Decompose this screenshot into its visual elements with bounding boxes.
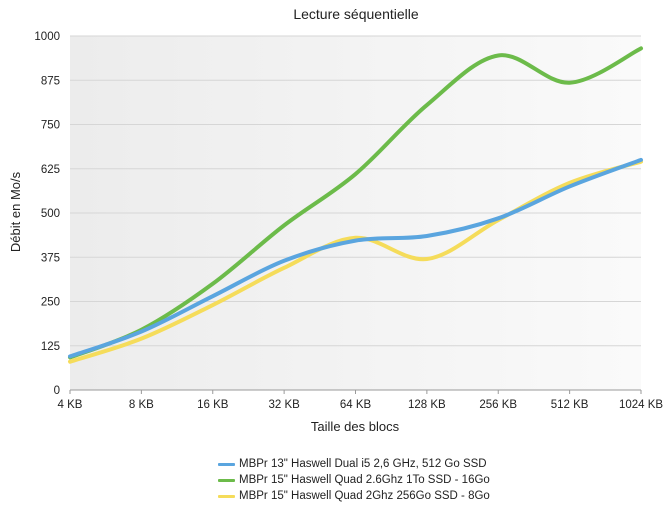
y-tick-label: 1000 — [34, 31, 60, 43]
legend-swatch — [218, 494, 235, 498]
x-axis-ticks: 4 KB 8 KB 16 KB 32 KB 64 KB 128 KB 256 KB 512 K… — [58, 390, 663, 411]
legend-swatch — [218, 478, 235, 482]
y-tick-label: 750 — [41, 120, 60, 132]
y-tick-label: 0 — [54, 385, 60, 397]
legend-label: MBPr 13" Haswell Dual i5 2,6 GHz, 512 Go… — [239, 458, 487, 470]
legend: MBPr 13" Haswell Dual i5 2,6 GHz, 512 Go… — [218, 456, 638, 504]
legend-swatch — [218, 462, 235, 466]
legend-item: MBPr 13" Haswell Dual i5 2,6 GHz, 512 Go… — [218, 456, 638, 472]
y-tick-label: 125 — [41, 341, 60, 353]
y-axis-title: Débit en Mo/s — [8, 171, 23, 252]
x-tick-label: 64 KB — [340, 399, 372, 411]
x-tick-label: 8 KB — [129, 399, 154, 411]
x-tick-label: 32 KB — [268, 399, 300, 411]
gridlines — [70, 35, 641, 391]
y-tick-label: 375 — [41, 252, 60, 264]
series-line-3 — [68, 159, 643, 364]
series-line-1 — [68, 157, 643, 359]
legend-item: MBPr 15" Haswell Quad 2Ghz 256Go SSD - 8… — [218, 488, 638, 504]
series-lines — [68, 46, 643, 364]
x-tick-label: 4 KB — [58, 399, 83, 411]
x-tick-label: 512 KB — [551, 399, 589, 411]
y-axis-ticks: 0 125 250 375 500 625 750 875 1000 — [34, 31, 60, 397]
y-tick-label: 250 — [41, 297, 60, 309]
x-tick-label: 1024 KB — [619, 399, 663, 411]
legend-label: MBPr 15" Haswell Quad 2Ghz 256Go SSD - 8… — [239, 490, 490, 502]
legend-label: MBPr 15" Haswell Quad 2.6Ghz 1To SSD - 1… — [239, 474, 490, 486]
x-tick-label: 16 KB — [197, 399, 229, 411]
x-tick-label: 256 KB — [479, 399, 517, 411]
x-axis-title: Taille des blocs — [311, 419, 400, 434]
series-line-2 — [68, 46, 643, 360]
y-tick-label: 875 — [41, 75, 60, 87]
chart-title: Lecture séquentielle — [293, 6, 419, 22]
y-tick-label: 625 — [41, 164, 60, 176]
x-tick-label: 128 KB — [408, 399, 446, 411]
legend-item: MBPr 15" Haswell Quad 2.6Ghz 1To SSD - 1… — [218, 472, 638, 488]
y-tick-label: 500 — [41, 208, 60, 220]
